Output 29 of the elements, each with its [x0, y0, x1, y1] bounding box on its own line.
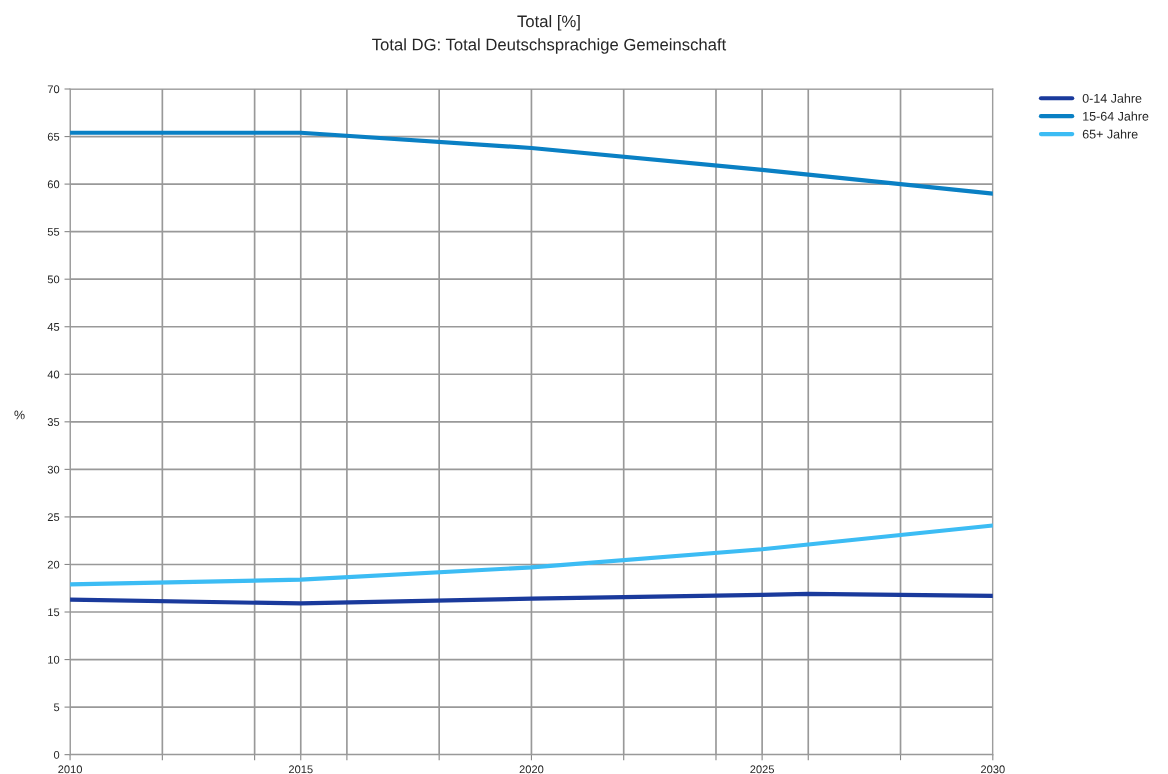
y-tick-label: 15 — [48, 608, 60, 617]
y-tick-label: 55 — [47, 228, 60, 236]
x-tick-label: 2015 — [288, 765, 313, 774]
x-tick-label: 2010 — [58, 765, 83, 774]
y-tick-label: 20 — [47, 560, 60, 569]
line-series — [70, 130, 993, 196]
x-tick-label: 2025 — [750, 765, 775, 774]
y-tick-label: 25 — [47, 513, 60, 522]
y-tick-label: 65 — [47, 132, 60, 141]
line-series — [70, 523, 993, 587]
y-axis-title: % — [14, 410, 25, 420]
legend-label: 0-14 Jahre — [1082, 93, 1142, 103]
y-tick-label: 0 — [53, 750, 60, 759]
chart-title: Total [%] — [517, 15, 580, 31]
y-tick-label: 40 — [47, 370, 60, 379]
y-tick-label: 10 — [48, 655, 60, 664]
y-tick-label: 70 — [47, 85, 60, 94]
x-tick-label: 2020 — [519, 765, 544, 774]
y-tick-label: 45 — [47, 323, 60, 331]
y-tick-label: 35 — [47, 418, 60, 426]
legend-label: 15-64 Jahre — [1083, 111, 1149, 121]
legend-label: 65+ Jahre — [1082, 129, 1138, 139]
line-series — [70, 591, 993, 606]
y-tick-label: 50 — [47, 275, 60, 284]
y-tick-label: 5 — [53, 703, 60, 712]
chart-subtitle: Total DG: Total Deutschsprachige Gemeinschaft — [372, 38, 727, 54]
y-tick-label: 60 — [47, 180, 60, 189]
x-tick-label: 2030 — [981, 765, 1005, 774]
y-tick-label: 30 — [47, 465, 60, 474]
